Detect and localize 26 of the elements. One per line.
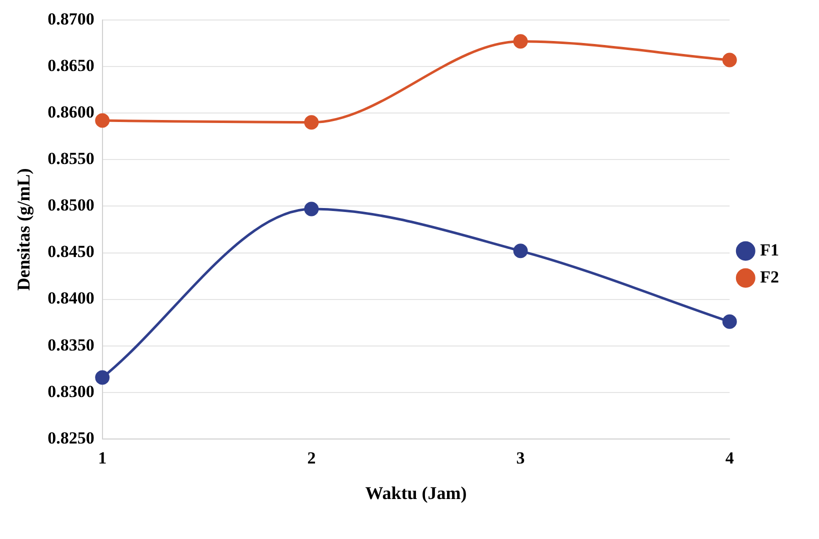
- point: [722, 52, 737, 68]
- x-tick-label: 4: [725, 448, 734, 468]
- point: [513, 244, 528, 258]
- y-tick-label: 0.8600: [48, 102, 94, 122]
- y-axis-title: Densitas (g/mL): [13, 168, 34, 291]
- y-tick-label: 0.8650: [48, 56, 94, 75]
- legend-label: F1: [760, 240, 780, 260]
- point: [95, 113, 110, 128]
- y-tick-label: 0.8350: [48, 335, 94, 354]
- point: [95, 370, 110, 385]
- y-tick-label: 0.8300: [48, 382, 94, 401]
- x-tick-label: 2: [307, 448, 316, 468]
- x-tick-label: 3: [516, 448, 525, 468]
- point: [513, 34, 528, 49]
- y-tick-label: 0.8550: [48, 149, 94, 168]
- point: [304, 115, 319, 130]
- x-axis-title: Waktu (Jam): [365, 482, 467, 503]
- point: [722, 314, 737, 329]
- legend-label: F2: [760, 267, 780, 286]
- y-tick-label: 0.8700: [48, 9, 94, 28]
- y-tick-label: 0.8400: [48, 288, 94, 308]
- y-tick-label: 0.8450: [48, 242, 94, 262]
- y-tick-label: 0.8500: [48, 196, 94, 215]
- x-tick-label: 1: [98, 448, 107, 468]
- point: [304, 202, 319, 216]
- y-tick-label: 0.8250: [48, 428, 94, 448]
